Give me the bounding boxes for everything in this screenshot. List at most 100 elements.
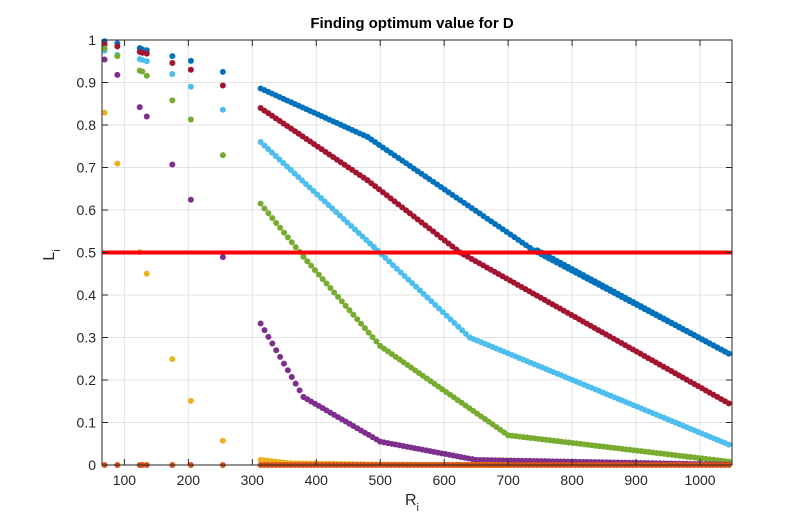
data-point: [261, 327, 268, 334]
x-tick-label: 800: [560, 472, 584, 488]
data-point: [219, 152, 226, 159]
data-point: [325, 201, 332, 208]
data-point: [355, 229, 362, 236]
data-point: [272, 152, 279, 159]
data-point: [342, 302, 349, 309]
x-tick-label: 900: [624, 472, 648, 488]
data-point: [455, 323, 462, 330]
data-point: [169, 161, 176, 168]
data-point: [317, 194, 324, 201]
chart-title: Finding optimum value for D: [310, 15, 513, 32]
y-tick-label: 0.1: [77, 415, 97, 431]
series-2: [101, 47, 732, 448]
data-point: [302, 180, 309, 187]
data-point: [358, 320, 365, 327]
data-point: [295, 173, 302, 180]
y-axis-label: Li: [41, 249, 63, 260]
data-point: [268, 149, 275, 156]
data-point: [413, 283, 420, 290]
data-point: [725, 350, 732, 357]
data-point: [219, 68, 226, 75]
data-points: [101, 38, 732, 468]
data-point: [315, 271, 322, 278]
data-point: [432, 301, 439, 308]
data-point: [265, 145, 272, 152]
data-point: [314, 191, 321, 198]
x-tick-label: 600: [433, 472, 457, 488]
data-point: [304, 258, 311, 265]
x-tick-label: 100: [113, 472, 137, 488]
data-point: [386, 258, 393, 265]
data-point: [443, 312, 450, 319]
data-point: [351, 226, 358, 233]
data-point: [101, 45, 108, 52]
y-tick-label: 0.3: [77, 330, 97, 346]
data-point: [447, 316, 454, 323]
y-tick-label: 0.9: [77, 75, 97, 91]
data-point: [139, 49, 146, 56]
data-point: [261, 205, 268, 212]
data-point: [280, 159, 287, 166]
data-point: [346, 307, 353, 314]
data-point: [101, 41, 108, 48]
y-tick-label: 0.2: [77, 372, 97, 388]
data-point: [269, 215, 276, 222]
data-point: [338, 298, 345, 305]
data-point: [359, 233, 366, 240]
data-point: [336, 212, 343, 219]
y-tick-label: 0.6: [77, 202, 97, 218]
data-point: [169, 53, 176, 60]
data-point: [397, 269, 404, 276]
data-point: [187, 397, 194, 404]
data-point: [277, 224, 284, 231]
x-tick-label: 500: [369, 472, 393, 488]
data-point: [329, 205, 336, 212]
data-point: [439, 309, 446, 316]
data-point: [284, 163, 291, 170]
data-point: [340, 215, 347, 222]
data-point: [114, 53, 121, 60]
data-point: [284, 234, 291, 241]
data-point: [306, 184, 313, 191]
data-point: [335, 293, 342, 300]
data-point: [101, 109, 108, 116]
data-point: [354, 316, 361, 323]
data-point: [273, 347, 280, 354]
data-point: [287, 166, 294, 173]
y-tick-label: 0: [88, 457, 96, 473]
data-point: [300, 253, 307, 260]
y-tick-label: 0.7: [77, 160, 97, 176]
data-point: [428, 298, 435, 305]
y-tick-label: 1: [88, 32, 96, 48]
data-point: [292, 244, 299, 251]
x-tick-label: 300: [241, 472, 265, 488]
data-point: [280, 360, 287, 367]
series-1: [101, 41, 732, 407]
data-point: [257, 320, 264, 327]
data-point: [424, 294, 431, 301]
data-point: [261, 142, 268, 149]
data-point: [291, 170, 298, 177]
data-point: [321, 198, 328, 205]
data-point: [451, 320, 458, 327]
data-point: [299, 177, 306, 184]
data-point: [269, 340, 276, 347]
data-point: [139, 68, 146, 75]
data-point: [436, 305, 443, 312]
x-tick-label: 1000: [684, 472, 715, 488]
data-point: [405, 276, 412, 283]
data-point: [382, 254, 389, 261]
x-tick-label: 700: [496, 472, 520, 488]
data-point: [257, 200, 264, 207]
data-point: [219, 254, 226, 261]
y-tick-label: 0.4: [77, 287, 97, 303]
data-point: [143, 113, 150, 120]
data-point: [219, 82, 226, 89]
x-tick-label: 400: [305, 472, 329, 488]
data-point: [390, 262, 397, 269]
data-point: [462, 330, 469, 337]
y-tick-label: 0.8: [77, 117, 97, 133]
data-point: [143, 58, 150, 65]
data-point: [143, 72, 150, 79]
